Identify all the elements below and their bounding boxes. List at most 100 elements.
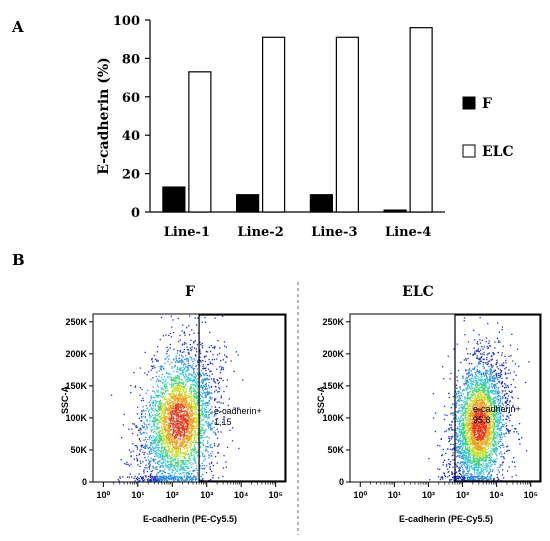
event-dot: [165, 391, 167, 393]
event-dot: [178, 376, 181, 378]
event-dot: [170, 402, 172, 404]
event-dot: [207, 384, 210, 386]
event-dot: [148, 414, 150, 417]
event-dot: [143, 453, 145, 456]
event-dot: [157, 427, 159, 429]
event-dot: [176, 402, 178, 404]
event-dot: [193, 417, 195, 419]
event-dot: [184, 377, 186, 379]
event-dot: [231, 440, 234, 442]
event-dot: [171, 415, 173, 417]
event-dot: [217, 431, 219, 433]
event-dot: [188, 351, 190, 354]
event-dot: [168, 438, 171, 440]
event-dot: [184, 445, 187, 447]
event-dot: [180, 361, 183, 363]
event-dot: [175, 429, 177, 431]
event-dot: [482, 459, 484, 461]
event-dot: [200, 438, 202, 440]
event-dot: [482, 426, 484, 428]
event-dot: [200, 361, 202, 363]
event-dot: [192, 405, 194, 408]
event-dot: [170, 457, 172, 460]
event-dot: [177, 382, 179, 385]
event-dot: [484, 395, 486, 397]
event-dot: [219, 388, 221, 390]
event-dot: [166, 438, 168, 440]
x-tick-label: Line-2: [238, 225, 284, 240]
event-dot: [503, 362, 505, 364]
event-dot: [175, 397, 177, 399]
event-dot: [485, 340, 487, 343]
event-dot: [141, 410, 143, 412]
event-dot: [161, 479, 163, 481]
event-dot: [466, 458, 468, 460]
event-dot: [463, 389, 466, 391]
event-dot: [478, 388, 480, 390]
event-dot: [467, 428, 470, 430]
event-dot: [179, 390, 181, 392]
event-dot: [170, 477, 172, 480]
event-dot: [204, 455, 206, 458]
event-dot: [187, 440, 189, 442]
event-dot: [182, 417, 184, 419]
event-dot: [193, 388, 195, 390]
event-dot: [180, 416, 183, 418]
event-dot: [194, 434, 197, 436]
event-dot: [504, 410, 506, 413]
event-dot: [183, 343, 186, 345]
event-dot: [154, 367, 156, 369]
event-dot: [189, 356, 191, 358]
event-dot: [203, 424, 205, 426]
x-tick-label: 10³: [200, 490, 213, 500]
event-dot: [164, 421, 166, 423]
event-dot: [169, 425, 171, 428]
event-dot: [505, 393, 507, 395]
event-dot: [173, 388, 175, 390]
event-dot: [130, 392, 132, 394]
event-dot: [172, 331, 175, 334]
event-dot: [182, 425, 184, 427]
event-dot: [186, 422, 188, 424]
event-dot: [210, 408, 212, 411]
event-dot: [473, 407, 475, 410]
event-dot: [138, 429, 140, 431]
event-dot: [190, 443, 192, 445]
event-dot: [197, 378, 199, 380]
event-dot: [184, 418, 186, 420]
event-dot: [194, 381, 197, 384]
event-dot: [190, 339, 192, 341]
event-dot: [190, 409, 192, 411]
event-dot: [493, 385, 496, 387]
event-dot: [178, 392, 180, 395]
event-dot: [463, 434, 465, 436]
event-dot: [197, 381, 199, 383]
event-dot: [151, 367, 154, 370]
event-dot: [493, 353, 495, 355]
event-dot: [193, 390, 195, 392]
event-dot: [502, 414, 504, 416]
event-dot: [149, 435, 151, 437]
event-dot: [169, 409, 171, 411]
event-dot: [179, 334, 181, 337]
event-dot: [463, 428, 465, 430]
event-dot: [155, 418, 157, 421]
event-dot: [229, 429, 231, 431]
event-dot: [187, 465, 189, 468]
event-dot: [202, 414, 204, 416]
event-dot: [496, 455, 498, 457]
event-dot: [497, 469, 499, 471]
gate-box-f: [198, 314, 286, 482]
y-tick-label: 100: [113, 14, 140, 29]
y-axis-label: E-cadherin (%): [96, 57, 112, 175]
event-dot: [163, 425, 165, 427]
event-dot: [189, 424, 191, 427]
event-dot: [202, 424, 204, 426]
event-dot: [172, 425, 174, 427]
event-dot: [181, 387, 183, 389]
event-dot: [222, 369, 225, 371]
event-dot: [181, 421, 183, 423]
event-dot: [184, 480, 186, 482]
event-dot: [188, 403, 190, 405]
event-dot: [459, 470, 461, 472]
